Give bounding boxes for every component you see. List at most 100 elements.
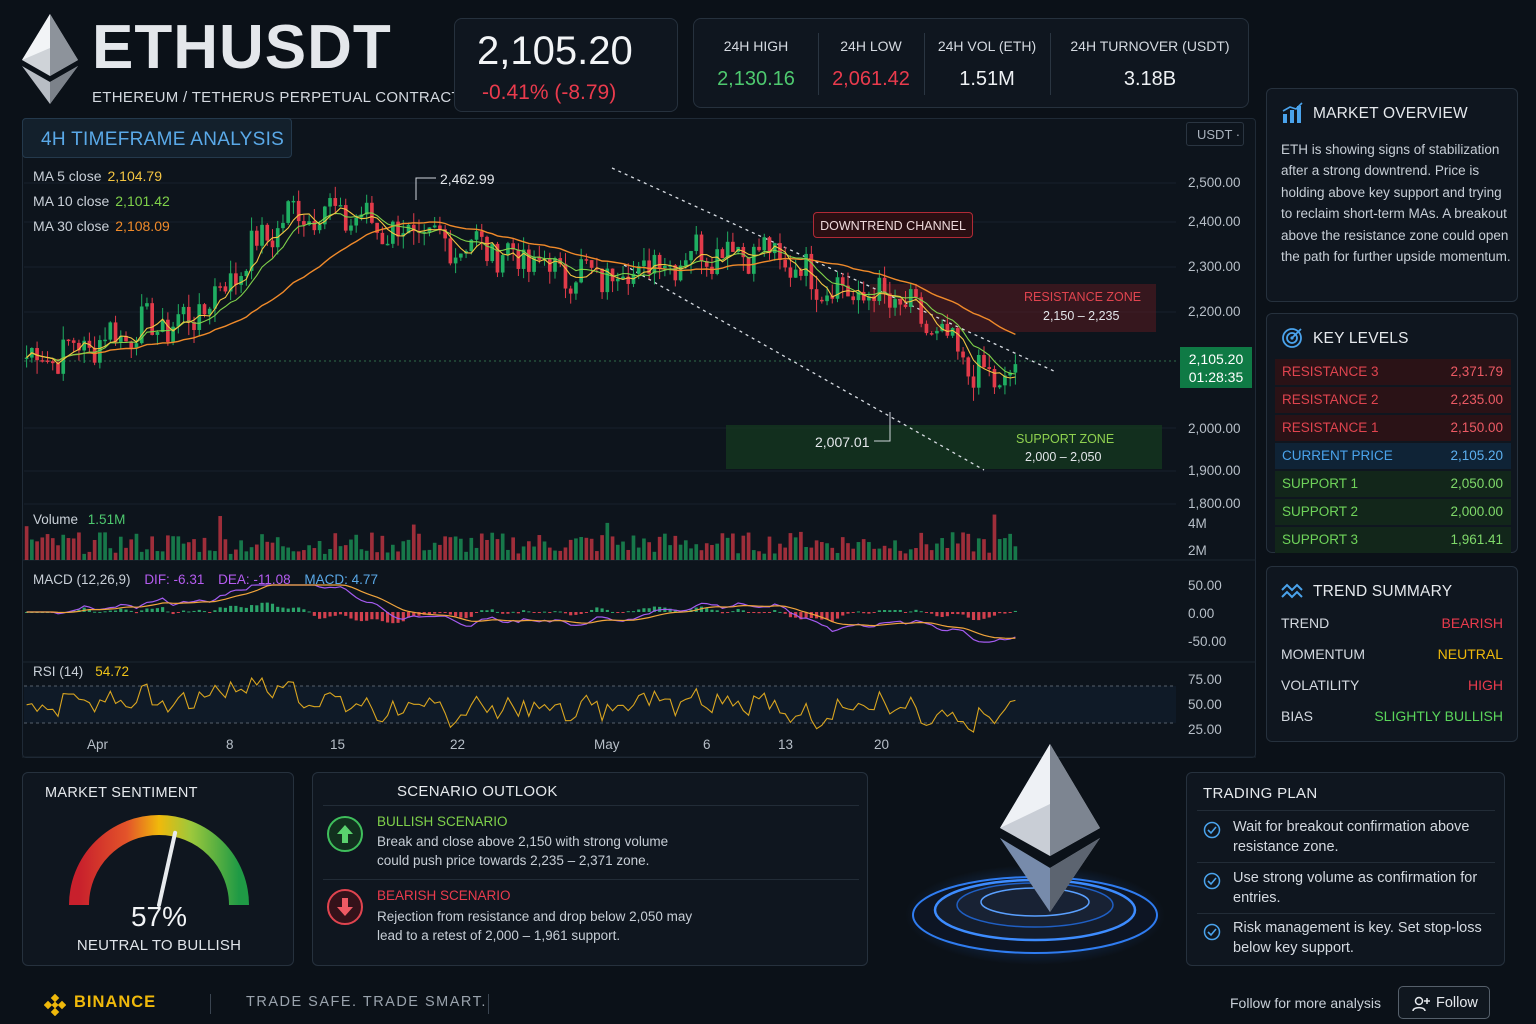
candle-body (453, 257, 458, 264)
volume-bar (919, 532, 924, 560)
macd-histogram-bar (898, 609, 902, 612)
macd-histogram-bar (731, 611, 735, 613)
candle-body (317, 224, 322, 231)
volume-bar (322, 553, 327, 560)
add-user-icon (1412, 996, 1430, 1012)
volume-bar (893, 540, 897, 560)
volume-bar (124, 547, 128, 560)
candle-body (312, 221, 317, 231)
current-price-tag: 2,105.20 01:28:35 (1180, 347, 1252, 388)
candle-body (652, 254, 657, 274)
candle-body (401, 233, 406, 237)
stat-value: 3.18B (1123, 68, 1177, 90)
candle-body (385, 243, 390, 246)
volume-bar (741, 535, 746, 560)
quote-unit-selector[interactable]: USDT · (1186, 122, 1244, 146)
volume-bar (568, 539, 573, 560)
macd-histogram-bar (150, 608, 154, 612)
macd-histogram-bar (1003, 612, 1007, 614)
market-overview-panel: MARKET OVERVIEW ETH is showing signs of … (1266, 88, 1518, 302)
macd-histogram-bar (427, 612, 432, 614)
volume-bar (652, 551, 657, 560)
macd-histogram-bar (574, 612, 578, 615)
macd-histogram-bar (616, 612, 620, 613)
candle-body (380, 232, 385, 245)
downtrend-channel-label: DOWNTREND CHANNEL (813, 212, 973, 238)
candle-body (495, 243, 500, 273)
volume-bar (908, 549, 913, 560)
macd-histogram-bar (595, 607, 599, 612)
volume-bar (929, 550, 934, 560)
candle-body (66, 339, 71, 342)
candle-body (432, 225, 437, 228)
follow-button[interactable]: Follow (1398, 986, 1490, 1019)
macd-histogram-bar (809, 612, 813, 619)
stat-value: 2,130.16 (717, 68, 795, 90)
candle-body (689, 251, 693, 261)
candle-body (50, 361, 55, 364)
candle-body (783, 259, 788, 268)
trend-row: TREND BEARISH (1281, 615, 1503, 631)
candle-body (82, 340, 86, 351)
candle-body (814, 289, 819, 300)
candle-body (234, 273, 238, 285)
scenario-outlook-panel: SCENARIO OUTLOOK BULLISH SCENARIO Break … (312, 772, 868, 966)
volume-bar (511, 537, 515, 560)
candle-body (621, 276, 625, 279)
candle-body (584, 259, 589, 261)
ma10-legend: MA 10 close 2,101.42 (33, 193, 170, 209)
volume-bar (448, 537, 453, 560)
volume-bar (924, 544, 929, 560)
macd-value: MACD: 4.77 (304, 572, 378, 587)
divider (488, 994, 489, 1014)
candle-body (218, 286, 223, 288)
candle-body (987, 367, 992, 369)
macd-histogram-bar (799, 612, 803, 620)
macd-histogram-bar (234, 605, 238, 612)
volume-bar (343, 545, 348, 560)
candle-body (239, 276, 243, 285)
candle-body (35, 347, 39, 361)
volume-bar (260, 534, 264, 560)
key-level-price: 2,000.00 (1450, 504, 1503, 519)
candle-body (840, 277, 845, 286)
candle-body (657, 254, 662, 269)
candle-body (935, 330, 939, 334)
macd-histogram-bar (281, 607, 285, 612)
candle-body (600, 268, 604, 293)
macd-histogram-bar (124, 609, 128, 612)
macd-histogram-bar (924, 612, 929, 613)
stat-24h-turnover: 24H TURNOVER (USDT) 3.18B (1050, 19, 1250, 109)
volume-bar (819, 542, 824, 560)
volume-bar (385, 552, 390, 560)
macd-dea-line (26, 584, 1016, 640)
gauge-needle (157, 830, 178, 907)
timeframe-badge[interactable]: 4H TIMEFRAME ANALYSIS (22, 118, 292, 158)
market-overview-text: ETH is showing signs of stabilization af… (1281, 142, 1511, 265)
volume-legend: Volume 1.51M (33, 512, 125, 527)
volume-bar (160, 551, 165, 560)
volume-bar (961, 532, 965, 560)
key-level-name: RESISTANCE 1 (1282, 420, 1379, 435)
ma-value: 2,108.09 (115, 218, 170, 234)
macd-histogram-bar (391, 612, 395, 624)
ma-label: MA 30 close (33, 218, 110, 234)
y-tick-label: 2,200.00 (1188, 304, 1241, 319)
macd-histogram-bar (192, 610, 196, 612)
macd-histogram-bar (511, 611, 515, 613)
volume-bar (872, 548, 876, 560)
arrow-down-icon (327, 889, 363, 925)
target-icon (1282, 328, 1302, 348)
volume-bar (610, 536, 615, 560)
volume-bar (825, 543, 829, 560)
macd-histogram-bar (757, 612, 761, 614)
candle-body (103, 339, 107, 342)
volume-bar (129, 539, 134, 560)
volume-bar (584, 537, 589, 560)
macd-histogram-bar (705, 607, 709, 612)
candle-body (411, 224, 416, 232)
volume-bar (223, 539, 228, 560)
volume-bar (380, 535, 385, 560)
candle-body (77, 342, 81, 351)
